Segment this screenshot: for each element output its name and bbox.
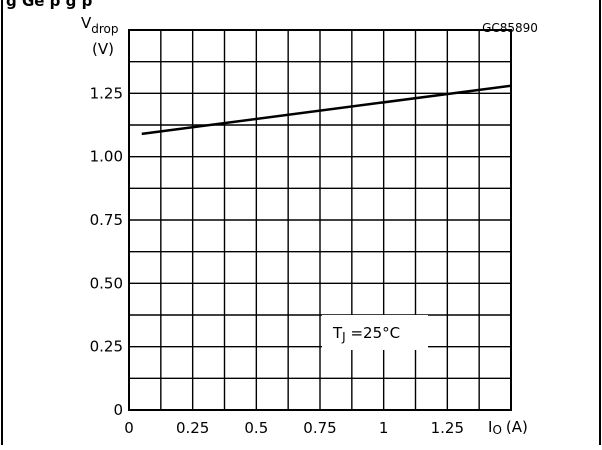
y-axis-label: Vdrop [81,14,119,36]
y-axis-unit: (V) [92,40,114,58]
y-tick-label: 1.00 [90,148,123,166]
x-axis-label-main: I [488,418,492,436]
annotation: TJ =25°C [332,324,400,344]
y-axis-label-main: V [81,14,92,32]
y-axis-label-sub: drop [91,22,118,36]
grid [129,30,511,410]
series-line [141,84,512,136]
y-tick-label: 0.50 [90,274,123,292]
y-tick-label: 1.25 [90,84,123,102]
plot-area-border [128,29,512,411]
y-tick-label: 0 [113,401,123,419]
x-axis-label: IO (A) [488,418,528,437]
x-tick-label: 1 [379,419,389,437]
figure-code: GC85890 [482,21,538,35]
x-tick-label: 1.25 [431,419,464,437]
series-layer [141,84,512,136]
x-tick-label: 0.75 [303,419,336,437]
annotation-sub: J [341,330,346,344]
y-tick-label: 0.25 [90,338,123,356]
x-axis-label-unit: (A) [506,418,528,436]
x-tick-label: 0.5 [244,419,268,437]
x-axis-label-sub: O [492,423,501,437]
annotation-rest: =25°C [346,324,400,342]
annotation-box [322,315,428,350]
plot-border [128,29,512,411]
x-tick-labels: 0 0.25 0.5 0.75 1 1.25 [124,419,464,437]
y-tick-label: 0.75 [90,211,123,229]
x-tick-label: 0.25 [176,419,209,437]
header-fragment: g Ge p g p [6,0,93,10]
x-tick-label: 0 [124,419,134,437]
y-tick-labels: 0 0.25 0.50 0.75 1.00 1.25 [90,84,123,419]
annotation-main: T [332,324,343,342]
